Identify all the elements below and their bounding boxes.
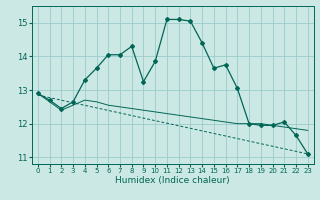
X-axis label: Humidex (Indice chaleur): Humidex (Indice chaleur) (116, 176, 230, 185)
